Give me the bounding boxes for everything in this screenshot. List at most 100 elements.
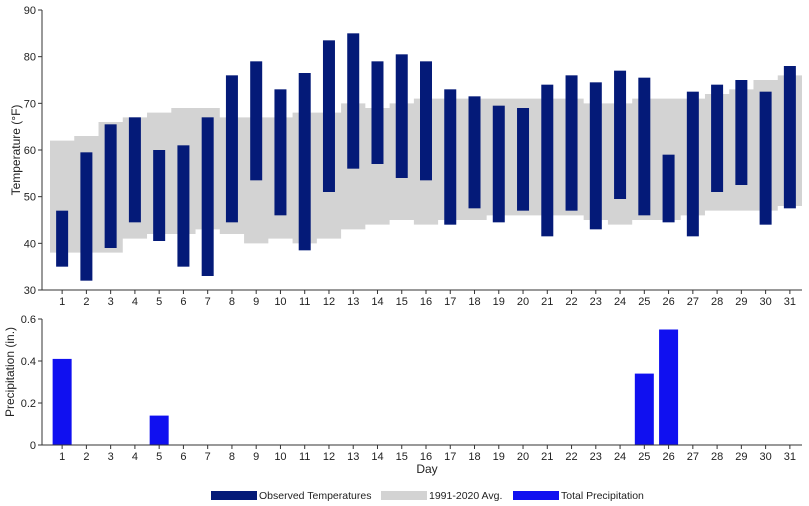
observed-temperature-bar bbox=[225, 75, 238, 223]
precipitation-panel: 00.20.40.61 2 3 4 5 6 7 8 9 10 11 12 13 14 15 16 17 18 19 2… bbox=[21, 314, 802, 463]
temperature-x-tick-label: 2 bbox=[83, 296, 89, 308]
precipitation-y-tick-label: 0 bbox=[30, 440, 36, 452]
precipitation-x-tick-label: 2 bbox=[83, 451, 89, 463]
precipitation-x-tick-label: 19 bbox=[493, 451, 505, 463]
precipitation-bar bbox=[149, 415, 169, 445]
precipitation-x-tick-label: 24 bbox=[614, 451, 626, 463]
observed-temperature-bar bbox=[565, 75, 578, 211]
temperature-x-tick-label: 14 bbox=[371, 296, 383, 308]
temperature-x-tick-label: 25 bbox=[638, 296, 650, 308]
observed-temperature-bar bbox=[201, 117, 214, 276]
temperature-x-tick-label: 15 bbox=[396, 296, 408, 308]
legend-swatch-normal bbox=[381, 491, 427, 500]
observed-temperature-bar bbox=[104, 124, 117, 248]
day-axis-title: Day bbox=[416, 462, 437, 476]
precipitation-x-tick-label: 20 bbox=[517, 451, 529, 463]
temperature-x-tick-label: 27 bbox=[687, 296, 699, 308]
temperature-x-tick-label: 30 bbox=[759, 296, 771, 308]
precipitation-x-tick-label: 12 bbox=[323, 451, 335, 463]
observed-temperature-bar bbox=[492, 105, 505, 223]
temperature-x-tick-label: 5 bbox=[156, 296, 162, 308]
precipitation-x-tick-label: 6 bbox=[180, 451, 186, 463]
precipitation-bar bbox=[659, 329, 679, 445]
temperature-x-tick-label: 18 bbox=[468, 296, 480, 308]
temperature-x-tick-label: 28 bbox=[711, 296, 723, 308]
legend: Observed Temperatures 1991-2020 Avg. Tot… bbox=[211, 490, 644, 502]
temperature-y-tick-label: 90 bbox=[24, 5, 36, 17]
precipitation-x-tick-label: 7 bbox=[205, 451, 211, 463]
precipitation-x-tick-label: 14 bbox=[371, 451, 383, 463]
temperature-axis-title: Temperature (°F) bbox=[9, 105, 23, 196]
temperature-x-tick-label: 16 bbox=[420, 296, 432, 308]
temperature-x-tick-label: 17 bbox=[444, 296, 456, 308]
precipitation-x-tick-label: 26 bbox=[662, 451, 674, 463]
temperature-x-tick-label: 9 bbox=[253, 296, 259, 308]
legend-swatch-observed bbox=[211, 491, 257, 500]
legend-label-normal: 1991-2020 Avg. bbox=[429, 490, 502, 502]
precipitation-x-tick-label: 9 bbox=[253, 451, 259, 463]
temperature-x-tick-label: 29 bbox=[735, 296, 747, 308]
precipitation-x-tick-label: 21 bbox=[541, 451, 553, 463]
precipitation-x-tick-label: 17 bbox=[444, 451, 456, 463]
temperature-x-tick-label: 21 bbox=[541, 296, 553, 308]
observed-temperature-bar bbox=[517, 108, 530, 211]
observed-temperature-bar bbox=[638, 77, 651, 216]
observed-temperature-bar bbox=[274, 89, 287, 216]
precipitation-x-tick-label: 3 bbox=[108, 451, 114, 463]
observed-temperature-bar bbox=[128, 117, 141, 223]
observed-temperature-bar bbox=[420, 61, 432, 181]
observed-temperature-bar bbox=[250, 61, 263, 181]
temperature-x-tick-label: 26 bbox=[662, 296, 674, 308]
legend-swatch-precip bbox=[513, 491, 559, 500]
precipitation-x-tick-label: 27 bbox=[687, 451, 699, 463]
precipitation-x-tick-label: 30 bbox=[759, 451, 771, 463]
temperature-x-tick-label: 22 bbox=[565, 296, 577, 308]
precipitation-x-tick-label: 8 bbox=[229, 451, 235, 463]
temperature-x-tick-label: 11 bbox=[299, 296, 310, 308]
precipitation-x-tick-label: 1 bbox=[59, 451, 65, 463]
temperature-x-tick-label: 31 bbox=[784, 296, 796, 308]
observed-temperature-bar bbox=[614, 70, 627, 200]
temperature-y-tick-label: 80 bbox=[24, 52, 36, 64]
temperature-x-tick-label: 3 bbox=[108, 296, 114, 308]
temperature-x-tick-label: 1 bbox=[59, 296, 65, 308]
observed-temperature-bar bbox=[177, 145, 190, 267]
temperature-x-tick-label: 10 bbox=[274, 296, 286, 308]
precipitation-bar bbox=[52, 358, 72, 445]
legend-label-precip: Total Precipitation bbox=[561, 490, 644, 502]
observed-temperature-bar bbox=[468, 96, 481, 209]
observed-temperature-bar bbox=[711, 84, 724, 192]
precipitation-x-tick-label: 15 bbox=[396, 451, 408, 463]
precipitation-y-tick-label: 0.6 bbox=[21, 314, 36, 326]
precipitation-x-tick-label: 28 bbox=[711, 451, 723, 463]
precipitation-x-tick-label: 22 bbox=[565, 451, 577, 463]
observed-temperature-bar bbox=[589, 82, 602, 230]
temperature-y-tick-label: 30 bbox=[24, 285, 36, 297]
temperature-x-tick-label: 12 bbox=[323, 296, 335, 308]
precipitation-x-tick-label: 23 bbox=[590, 451, 602, 463]
precipitation-y-tick-label: 0.4 bbox=[21, 356, 36, 368]
precipitation-axis-title: Precipitation (in.) bbox=[3, 327, 17, 417]
precipitation-x-tick-label: 16 bbox=[420, 451, 432, 463]
precipitation-x-tick-label: 4 bbox=[132, 451, 138, 463]
precipitation-y-tick-label: 0.2 bbox=[21, 398, 36, 410]
temperature-x-tick-label: 20 bbox=[517, 296, 529, 308]
observed-temperature-bar bbox=[759, 91, 772, 225]
precipitation-x-tick-label: 18 bbox=[468, 451, 480, 463]
observed-temperature-bar bbox=[371, 61, 384, 165]
precipitation-x-tick-label: 29 bbox=[735, 451, 747, 463]
temperature-x-tick-label: 7 bbox=[205, 296, 211, 308]
temperature-x-tick-label: 23 bbox=[590, 296, 602, 308]
temperature-x-tick-label: 8 bbox=[229, 296, 235, 308]
precipitation-x-tick-label: 13 bbox=[347, 451, 359, 463]
observed-temperature-bar bbox=[735, 80, 748, 185]
temperature-x-tick-label: 6 bbox=[180, 296, 186, 308]
observed-temperature-bar bbox=[686, 91, 699, 237]
observed-temperature-bar bbox=[347, 33, 360, 169]
precipitation-x-tick-label: 10 bbox=[274, 451, 286, 463]
observed-temperature-bar bbox=[444, 89, 457, 225]
precipitation-x-tick-label: 11 bbox=[299, 451, 310, 463]
temperature-x-tick-label: 4 bbox=[132, 296, 138, 308]
observed-temperature-bar bbox=[322, 40, 335, 193]
